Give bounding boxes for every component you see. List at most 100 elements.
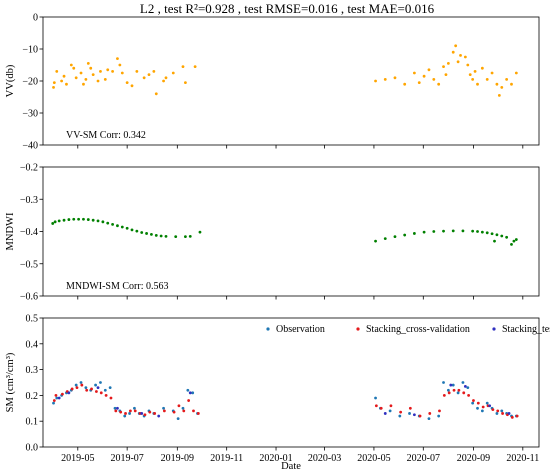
legend-marker	[492, 327, 496, 331]
x-tick-label: 2020-07	[407, 453, 440, 464]
data-point	[481, 405, 485, 409]
data-point	[476, 82, 479, 86]
data-point	[196, 412, 200, 415]
data-point	[485, 78, 489, 81]
data-point	[379, 406, 383, 410]
y-tick-label: −0.4	[20, 227, 38, 238]
panel-2-frame	[42, 166, 540, 297]
series-observation	[52, 381, 518, 421]
legend: Observation Stacking_cross-validation Stac…	[266, 324, 550, 335]
panel-1-frame	[42, 16, 540, 146]
data-point	[505, 235, 509, 239]
data-point	[150, 233, 153, 236]
data-point	[490, 232, 494, 236]
data-point	[99, 381, 102, 384]
data-point	[114, 409, 118, 413]
y-tick-label: 0	[33, 13, 38, 24]
data-point	[164, 234, 168, 238]
legend-marker	[266, 327, 270, 331]
data-point	[184, 235, 187, 239]
data-point	[86, 62, 90, 65]
data-point	[120, 71, 124, 75]
data-point	[85, 388, 89, 392]
data-point	[108, 386, 112, 390]
data-point	[393, 76, 397, 80]
data-point	[51, 222, 55, 225]
data-point	[70, 387, 74, 391]
data-point	[451, 383, 455, 387]
data-point	[152, 70, 156, 73]
data-point	[497, 94, 501, 97]
data-point	[147, 73, 151, 76]
data-point	[62, 74, 66, 78]
data-point	[103, 78, 107, 81]
data-point	[505, 78, 509, 81]
data-point	[154, 92, 158, 96]
data-point	[408, 406, 412, 410]
data-point	[162, 409, 166, 413]
series-1-1	[52, 44, 518, 97]
data-point	[125, 226, 129, 230]
data-point	[446, 62, 450, 65]
data-point	[82, 82, 85, 86]
data-point	[130, 228, 134, 232]
data-point	[480, 66, 484, 70]
data-point	[162, 79, 165, 83]
data-point	[383, 78, 387, 81]
data-point	[480, 230, 484, 234]
y-tick-label: −0.2	[20, 163, 38, 174]
data-point	[480, 409, 484, 413]
data-point	[188, 391, 192, 395]
x-tick-label: 2020-05	[357, 453, 390, 464]
data-point	[374, 79, 377, 83]
x-axis-label: Date	[281, 461, 301, 472]
data-point	[514, 71, 518, 75]
data-point	[427, 417, 431, 421]
data-point	[451, 50, 455, 54]
data-point	[52, 399, 56, 402]
x-tick-label: 2020-09	[457, 453, 490, 464]
data-point	[67, 218, 71, 221]
data-point	[104, 394, 108, 397]
data-point	[461, 381, 465, 384]
data-point	[96, 219, 100, 223]
data-point	[456, 391, 460, 395]
data-point	[62, 218, 66, 222]
data-point	[442, 381, 445, 384]
panel-3: 0.0 0.1 0.2 0.3 0.4 0.5 2019-05 2019-07 2019-09 2…	[5, 314, 550, 465]
data-point	[135, 70, 139, 73]
data-point	[403, 233, 407, 237]
data-point	[135, 229, 139, 233]
data-point	[162, 406, 165, 410]
data-point	[446, 388, 450, 392]
data-point	[463, 384, 467, 388]
data-point	[468, 73, 472, 76]
x-tick-label: 2019-09	[161, 453, 194, 464]
data-point	[449, 383, 453, 387]
data-point	[412, 232, 416, 235]
data-point	[500, 409, 504, 413]
data-point	[485, 231, 489, 235]
data-point	[408, 412, 411, 415]
data-point	[444, 73, 448, 76]
data-point	[191, 391, 195, 395]
data-point	[493, 239, 496, 243]
data-point	[154, 233, 158, 237]
data-point	[89, 66, 93, 70]
data-point	[128, 409, 132, 413]
data-point	[488, 404, 492, 408]
data-point	[428, 412, 432, 415]
data-point	[101, 220, 105, 224]
data-point	[174, 235, 178, 239]
data-point	[422, 230, 426, 234]
data-point	[432, 230, 436, 233]
data-point	[99, 70, 102, 73]
data-point	[490, 71, 494, 75]
panel-2: −0.2 −0.3 −0.4 −0.5 −0.6 MNDWI MNDWI-SM Corr: …	[5, 163, 540, 303]
data-point	[472, 399, 475, 402]
data-point	[389, 404, 393, 408]
data-point	[418, 414, 422, 418]
data-point	[398, 414, 402, 418]
y-tick-label: −0.3	[20, 195, 38, 206]
data-point	[119, 410, 123, 414]
